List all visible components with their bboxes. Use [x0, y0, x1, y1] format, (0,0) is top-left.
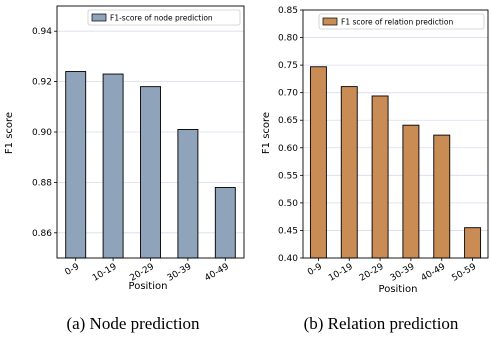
legend-label: F1-score of node prediction: [110, 14, 213, 23]
legend-box: [87, 9, 241, 26]
y-tick-label: 0.60: [278, 144, 298, 154]
bar: [340, 86, 358, 259]
y-tick-label: 0.92: [32, 78, 52, 88]
y-tick-label: 0.85: [278, 6, 298, 16]
x-tick-label: 10-19: [327, 262, 355, 284]
legend-swatch: [322, 17, 338, 26]
panel-caption: (a) Node prediction: [66, 314, 200, 333]
y-tick-label: 0.94: [32, 27, 52, 37]
bar: [309, 66, 327, 259]
x-tick-label: 0-9: [306, 262, 324, 278]
plot-frame: [302, 9, 489, 259]
legend-swatch: [91, 13, 107, 22]
plot-frame: [56, 5, 245, 259]
legend: F1 score of relation prediction: [318, 13, 485, 30]
bar: [140, 86, 161, 259]
x-tick-label: 20-29: [358, 262, 386, 284]
y-tick-label: 0.50: [278, 199, 298, 209]
bar: [464, 227, 482, 259]
y-axis-label: F1 score: [4, 112, 15, 154]
x-tick-label: 40-49: [203, 262, 231, 284]
x-tick-label: 40-49: [420, 262, 448, 284]
x-tick-label: 10-19: [91, 262, 119, 284]
panel-caption: (b) Relation prediction: [304, 314, 459, 333]
panel-relation-prediction: F1 score Position (b) Relation predictio…: [261, 6, 489, 333]
x-tick-label: 30-39: [389, 262, 417, 284]
x-tick-label: 50-59: [450, 262, 478, 284]
legend-box: [318, 13, 485, 30]
y-tick-label: 0.45: [278, 226, 298, 236]
bar: [402, 124, 420, 259]
y-tick-label: 0.40: [278, 254, 298, 264]
y-tick-label: 0.88: [32, 178, 52, 188]
y-tick-label: 0.55: [278, 171, 298, 181]
bar: [433, 134, 451, 259]
bar: [177, 129, 199, 259]
x-tick-label: 0-9: [63, 262, 81, 278]
legend: F1-score of node prediction: [87, 9, 241, 26]
y-tick-label: 0.90: [32, 128, 52, 138]
y-axis-label: F1 score: [261, 112, 272, 154]
x-axis-label: Position: [129, 281, 168, 292]
y-tick-label: 0.86: [32, 229, 52, 239]
y-tick-label: 0.75: [278, 61, 298, 71]
bar: [65, 71, 87, 259]
y-tick-label: 0.65: [278, 116, 298, 126]
bar: [371, 95, 389, 259]
panel-node-prediction: F1 score Position (a) Node prediction 0.…: [4, 5, 245, 333]
bar: [214, 186, 236, 259]
x-tick-label: 30-39: [166, 262, 194, 284]
x-axis-label: Position: [379, 284, 418, 295]
y-tick-label: 0.80: [278, 34, 298, 44]
y-tick-label: 0.70: [278, 89, 298, 99]
bar: [102, 73, 124, 259]
legend-label: F1 score of relation prediction: [341, 18, 453, 27]
